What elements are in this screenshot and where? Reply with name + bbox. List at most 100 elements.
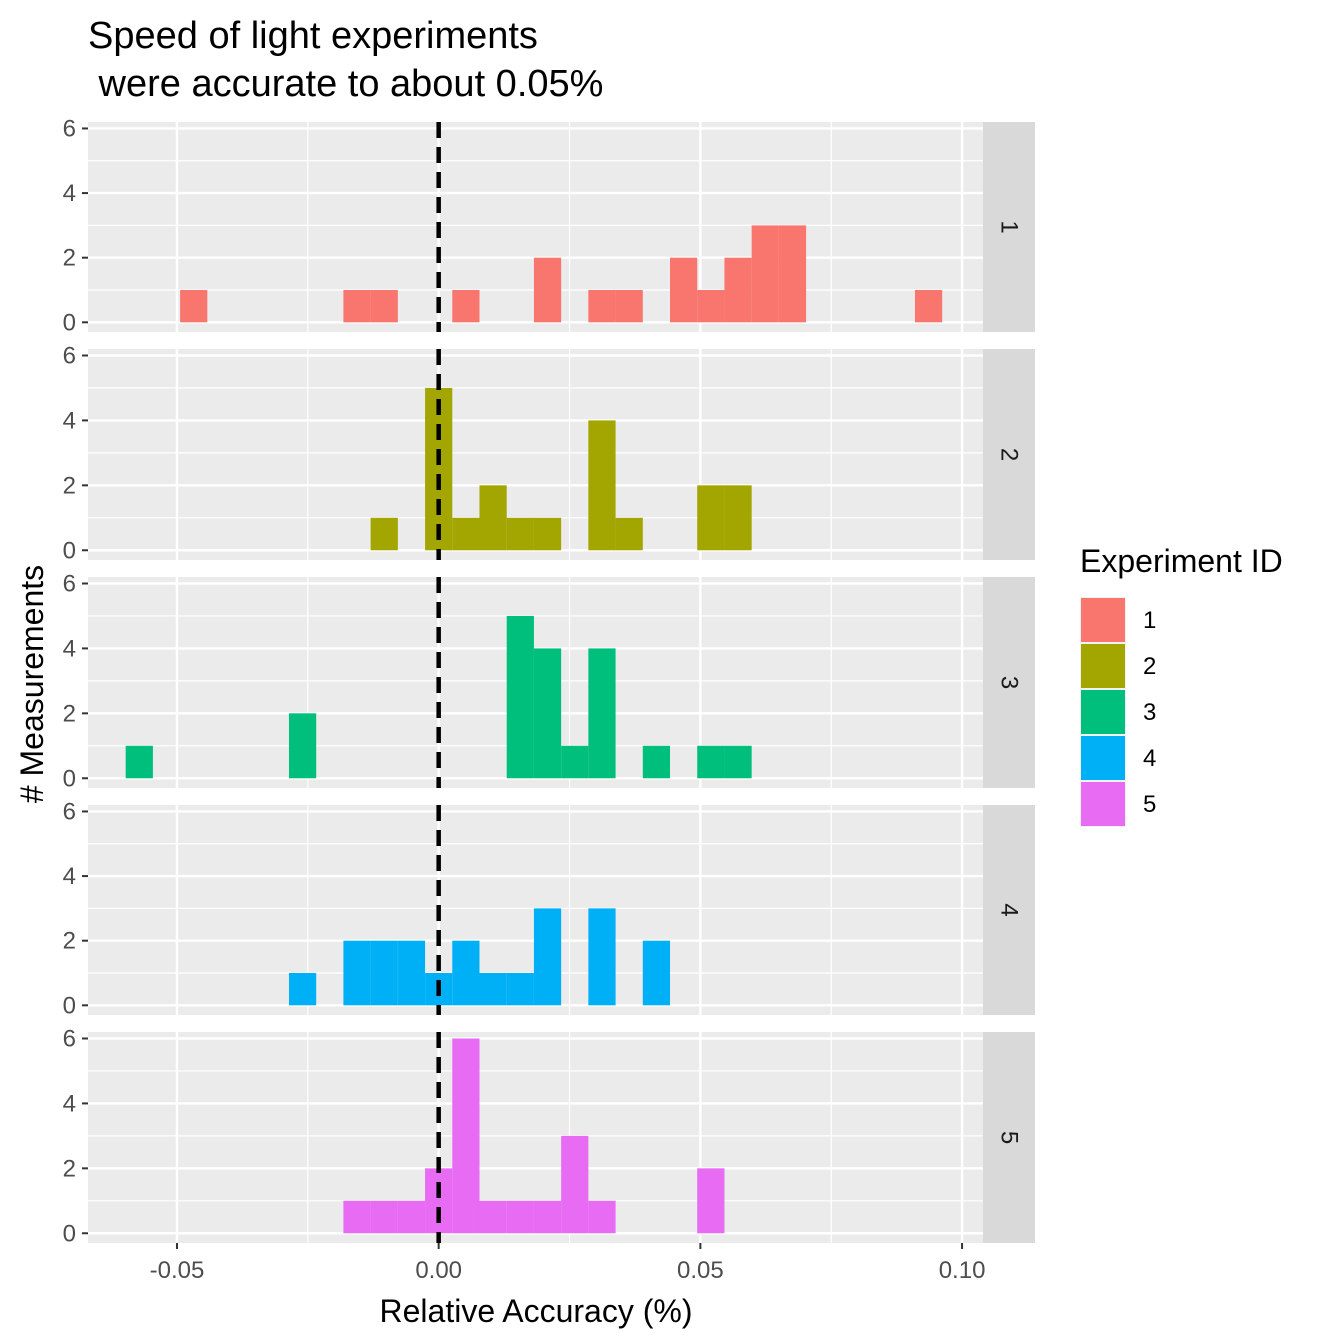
histogram-bar (479, 1200, 507, 1234)
histogram-bar (751, 225, 779, 323)
facet-strip (983, 805, 1035, 1015)
histogram-bar (425, 1168, 453, 1234)
histogram-bar (914, 290, 943, 323)
histogram-bar (724, 485, 752, 551)
histogram-bar (452, 290, 480, 323)
histogram-bar (588, 290, 616, 323)
facet-panel-3: 0 2 4 6 3 (63, 570, 1035, 792)
y-tick-label: 2 (63, 700, 76, 727)
histogram-bar (397, 940, 426, 1006)
x-axis-title: Relative Accuracy (%) (380, 1293, 693, 1329)
legend-entry-label: 5 (1143, 791, 1156, 818)
y-axis-title: # Measurements (14, 565, 50, 803)
histogram-bar (506, 1200, 534, 1234)
y-tick-label: 6 (63, 798, 76, 825)
facet-panels: 0 2 4 6 1 0 2 4 6 2 0 2 4 6 3 0 2 4 6 4 0 2 4 6 5 (63, 115, 1035, 1247)
histogram-bar (343, 290, 371, 323)
facet-strip-label: 2 (996, 448, 1023, 461)
facet-strip (983, 122, 1035, 332)
histogram-bar (288, 973, 317, 1006)
legend-entry-label: 3 (1143, 699, 1156, 726)
x-tick-label: 0.10 (939, 1257, 986, 1284)
y-tick-label: 2 (63, 245, 76, 272)
legend-key-swatch (1081, 690, 1125, 734)
y-tick-label: 2 (63, 1155, 76, 1182)
histogram-bar (697, 745, 725, 779)
facet-strip (983, 1032, 1035, 1243)
legend-key-swatch (1081, 782, 1125, 826)
legend-key-swatch (1081, 644, 1125, 688)
histogram-bar (506, 517, 534, 551)
facet-strip-label: 1 (996, 220, 1023, 233)
y-tick-label: 2 (63, 472, 76, 499)
histogram-bar (615, 517, 643, 551)
histogram-bar (180, 290, 208, 323)
legend-entry-label: 2 (1143, 653, 1156, 680)
histogram-bar (479, 973, 507, 1006)
y-tick-label: 0 (63, 309, 76, 336)
histogram-bar (642, 940, 671, 1006)
y-tick-label: 4 (63, 1090, 76, 1117)
legend: Experiment ID 1 2 3 4 5 (1080, 543, 1283, 827)
histogram-bar (425, 387, 453, 551)
x-axis: -0.05 0.00 0.05 0.10 (150, 1243, 986, 1284)
histogram-bar (724, 745, 752, 779)
legend-key-swatch (1081, 736, 1125, 780)
histogram-bar (452, 1038, 480, 1234)
histogram-bar (697, 485, 725, 551)
facet-strip-label: 5 (996, 1131, 1023, 1144)
histogram-bar (370, 1200, 398, 1234)
y-tick-label: 0 (63, 765, 76, 792)
y-tick-label: 4 (63, 635, 76, 662)
histogram-bar (125, 745, 153, 779)
x-tick-label: 0.00 (415, 1257, 462, 1284)
histogram-bar (506, 973, 534, 1006)
y-tick-label: 4 (63, 180, 76, 207)
legend-entry-label: 4 (1143, 745, 1156, 772)
x-tick-label: -0.05 (150, 1257, 205, 1284)
histogram-bar (479, 485, 507, 551)
histogram-bar (697, 290, 725, 323)
histogram-bar (778, 225, 807, 323)
histogram-bar (533, 1200, 562, 1234)
facet-strip-label: 4 (996, 903, 1023, 916)
histogram-bar (343, 1200, 371, 1234)
y-tick-label: 0 (63, 1220, 76, 1247)
histogram-bar (615, 290, 643, 323)
histogram-bar (397, 1200, 426, 1234)
histogram-bar (452, 940, 480, 1006)
facet-panel-5: 0 2 4 6 5 (63, 1025, 1035, 1247)
facet-strip (983, 349, 1035, 560)
histogram-bar (588, 908, 616, 1006)
y-tick-label: 6 (63, 570, 76, 597)
histogram-bar (370, 940, 398, 1006)
histogram-bar (288, 713, 317, 779)
y-tick-label: 4 (63, 407, 76, 434)
histogram-bar (370, 290, 398, 323)
histogram-bar (370, 517, 398, 551)
legend-key-swatch (1081, 598, 1125, 642)
histogram-bar (506, 615, 534, 779)
facet-panel-2: 0 2 4 6 2 (63, 342, 1035, 564)
facet-panel-1: 0 2 4 6 1 (63, 115, 1035, 336)
histogram-bar (697, 1168, 725, 1234)
histogram-bar (533, 517, 562, 551)
legend-title: Experiment ID (1080, 543, 1283, 579)
y-tick-label: 0 (63, 992, 76, 1019)
histogram-bar (670, 257, 698, 323)
x-tick-label: 0.05 (677, 1257, 724, 1284)
chart-title: Speed of light experiments were accurate… (88, 15, 603, 105)
y-tick-label: 0 (63, 537, 76, 564)
chart-title-line-2: were accurate to about 0.05% (88, 63, 603, 105)
histogram-bar (588, 420, 616, 551)
histogram-bar (452, 517, 480, 551)
histogram-bar (561, 745, 589, 779)
y-tick-label: 6 (63, 342, 76, 369)
y-tick-label: 6 (63, 115, 76, 142)
histogram-bar (533, 257, 562, 323)
chart-title-line-1: Speed of light experiments (88, 15, 538, 57)
facet-panel-4: 0 2 4 6 4 (63, 798, 1035, 1019)
histogram-bar (343, 940, 371, 1006)
histogram-bar (588, 648, 616, 779)
